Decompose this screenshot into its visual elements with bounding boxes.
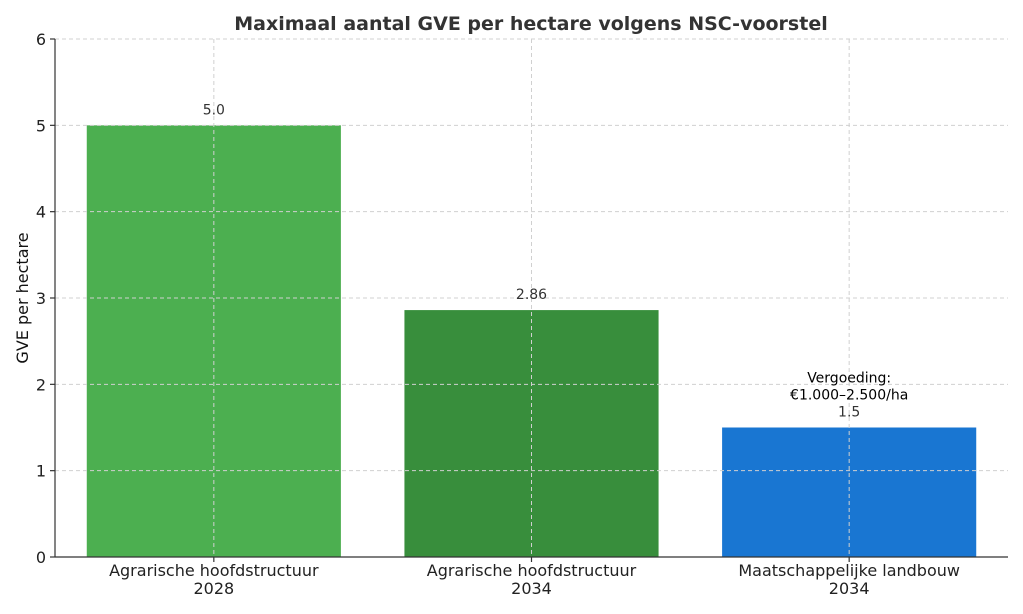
x-tick-label: 2028 [193,579,234,598]
x-tick-label: Maatschappelijke landbouw [738,561,960,580]
y-axis-label: GVE per hectare [13,232,32,363]
chart-title: Maximaal aantal GVE per hectare volgens … [234,13,827,35]
y-tick-label: 3 [36,289,46,308]
x-tick-label: 2034 [511,579,552,598]
grid-lines [55,38,1008,557]
value-label: 2.86 [516,287,547,303]
y-tick-label: 2 [36,375,46,394]
y-tick-label: 5 [36,116,46,135]
y-tick-label: 4 [36,203,46,222]
x-tick-label: Agrarische hoofdstructuur [427,561,637,580]
y-tick-label: 6 [36,30,46,49]
y-tick-label: 1 [36,462,46,481]
value-label: 5.0 [203,102,225,118]
bar-annotation: €1.000–2.500/ha [790,388,908,404]
x-tick-label: Agrarische hoofdstructuur [109,561,319,580]
y-tick-label: 0 [36,548,46,567]
bar-2 [722,427,977,557]
bar-annotation: Vergoeding: [807,371,891,387]
value-label: 1.5 [838,405,860,421]
x-tick-label: 2034 [829,579,870,598]
